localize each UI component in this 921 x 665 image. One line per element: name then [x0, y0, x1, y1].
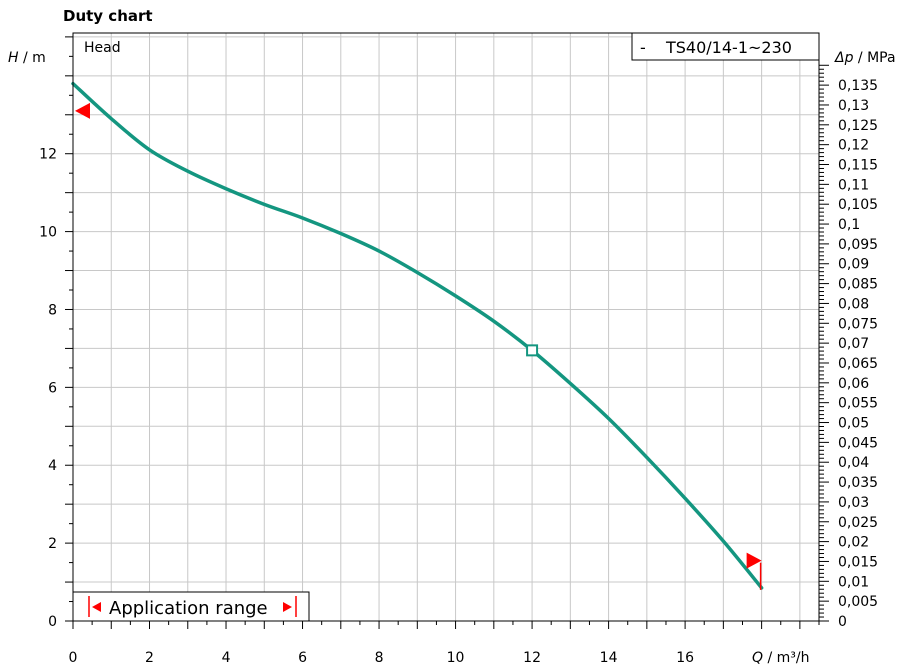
head-label: Head: [84, 40, 121, 56]
right-tick-label: 0,085: [838, 277, 878, 293]
x-tick-label: 0: [69, 650, 78, 665]
x-axis-label: Q / m³/h: [752, 650, 810, 665]
legend-dash: -: [640, 38, 646, 57]
right-axis-label: Δp / MPa: [834, 50, 896, 66]
legend-series-label: TS40/14-1~230: [665, 38, 792, 57]
range-start-marker: [75, 102, 90, 119]
right-tick-label: 0,045: [838, 435, 878, 451]
legend-box: [631, 32, 820, 61]
right-tick-label: 0,095: [838, 237, 878, 253]
curve-layer: [71, 81, 764, 590]
right-tick-label: 0,115: [838, 158, 878, 174]
y-tick-label: 12: [39, 147, 57, 163]
y-tick-label: 4: [48, 458, 57, 474]
right-tick-label: 0,13: [838, 98, 869, 114]
y-tick-label: 8: [48, 302, 57, 318]
x-tick-label: 14: [600, 650, 618, 665]
right-tick-label: 0,135: [838, 78, 878, 94]
plot-frame: [72, 32, 820, 622]
right-tick-label: 0,005: [838, 594, 878, 610]
right-tick-label: 0,12: [838, 138, 869, 154]
y-tick-label: 10: [39, 225, 57, 241]
x-tick-label: 16: [676, 650, 694, 665]
right-tick-label: 0,035: [838, 475, 878, 491]
right-tick-label: 0,06: [838, 376, 869, 392]
y-tick-label: 6: [48, 380, 57, 396]
right-tick-label: 0,055: [838, 396, 878, 412]
x-tick-label: 4: [222, 650, 231, 665]
x-tick-label: 6: [298, 650, 307, 665]
right-tick-label: 0: [838, 614, 847, 630]
range-end-marker: [746, 552, 762, 569]
right-tick-label: 0,01: [838, 574, 869, 590]
labels: 0 2 4 6 8 10 12 14 16 0 2 4 6 8 10 12 0 0,005 0,01 0,015 0,0…: [8, 32, 896, 665]
right-tick-label: 0,015: [838, 554, 878, 570]
grid: [73, 33, 819, 621]
right-tick-label: 0,125: [838, 118, 878, 134]
x-tick-label: 8: [375, 650, 384, 665]
right-tick-label: 0,04: [838, 455, 869, 471]
right-tick-label: 0,025: [838, 515, 878, 531]
right-tick-label: 0,03: [838, 495, 869, 511]
right-tick-label: 0,07: [838, 336, 869, 352]
x-tick-label: 12: [523, 650, 541, 665]
right-tick-label: 0,065: [838, 356, 878, 372]
y-tick-label: 2: [48, 536, 57, 552]
right-tick-label: 0,09: [838, 257, 869, 273]
x-tick-label: 10: [447, 650, 465, 665]
range-right-arrow: [283, 602, 292, 612]
right-tick-label: 0,02: [838, 535, 869, 551]
range-left-arrow: [92, 602, 101, 612]
right-tick-label: 0,075: [838, 316, 878, 332]
chart-title: Duty chart: [63, 7, 153, 25]
application-range-box: [72, 591, 310, 622]
right-tick-label: 0,11: [838, 177, 869, 193]
right-tick-label: 0,1: [838, 217, 860, 233]
duty-point-marker: [526, 344, 539, 357]
right-tick-label: 0,08: [838, 296, 869, 312]
right-tick-label: 0,105: [838, 197, 878, 213]
y-axis-label: H / m: [8, 50, 46, 66]
axes: [65, 32, 829, 629]
right-tick-label: 0,05: [838, 416, 869, 432]
x-tick-label: 2: [145, 650, 154, 665]
application-range-label: Application range: [109, 598, 268, 619]
pump-curve: [71, 81, 764, 590]
y-tick-label: 0: [48, 614, 57, 630]
